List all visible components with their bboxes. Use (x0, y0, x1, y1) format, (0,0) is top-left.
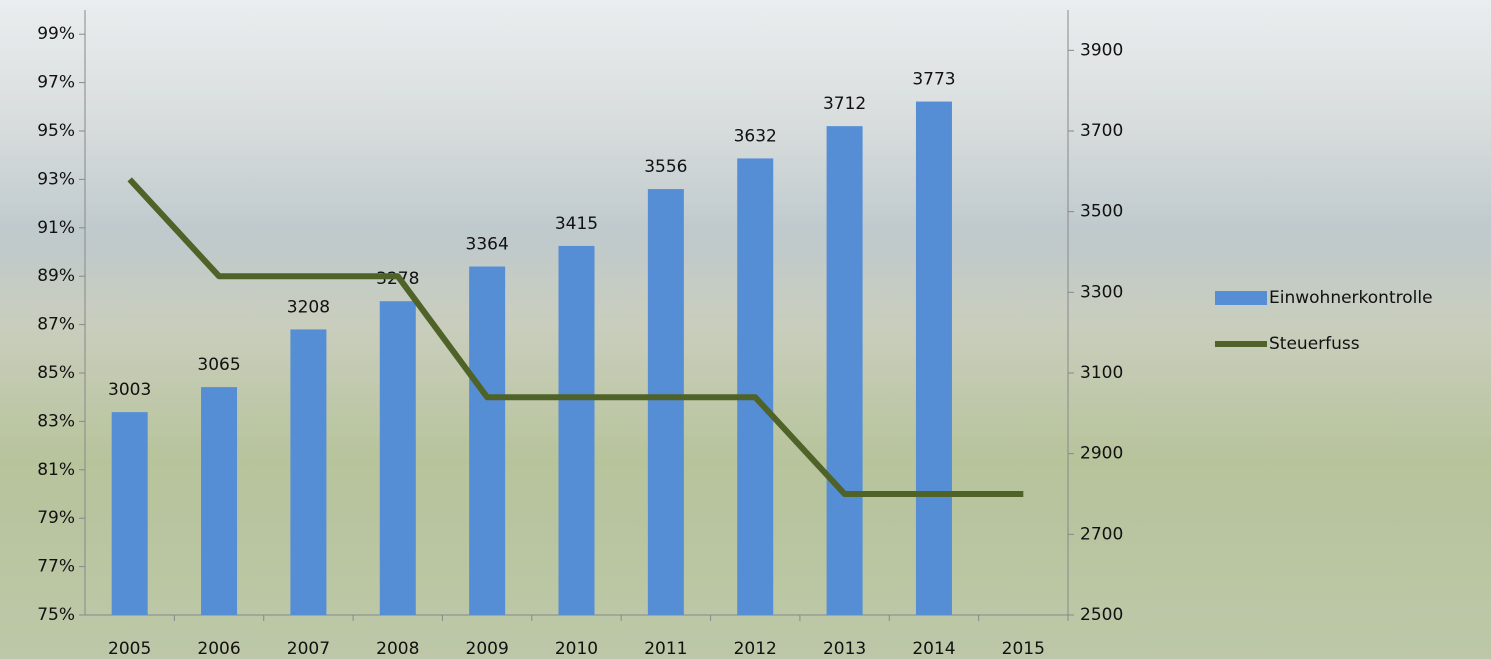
legend-label: Einwohnerkontrolle (1269, 288, 1433, 308)
bar (469, 267, 505, 615)
y2-tick-label: 3300 (1080, 282, 1123, 302)
y-tick-label: 95% (37, 121, 75, 141)
x-tick-label: 2005 (108, 639, 151, 659)
x-tick-label: 2007 (287, 639, 330, 659)
x-tick-label: 2009 (466, 639, 509, 659)
y-tick-label: 87% (37, 315, 75, 335)
bar (290, 329, 326, 615)
bar (737, 158, 773, 615)
bar (827, 126, 863, 615)
x-tick-label: 2011 (644, 639, 687, 659)
x-tick-label: 2008 (376, 639, 419, 659)
y-tick-label: 85% (37, 363, 75, 383)
bar (201, 387, 237, 615)
x-tick-label: 2015 (1002, 639, 1045, 659)
data-label: 3003 (108, 380, 151, 400)
y-tick-label: 97% (37, 73, 75, 93)
legend-label: Steuerfuss (1269, 334, 1360, 354)
y-tick-label: 99% (37, 24, 75, 44)
y-tick-label: 75% (37, 605, 75, 625)
data-label: 3773 (912, 70, 955, 90)
legend-swatch (1215, 291, 1267, 305)
y2-tick-label: 2500 (1080, 605, 1123, 625)
x-tick-label: 2012 (734, 639, 777, 659)
y2-tick-label: 3900 (1080, 40, 1123, 60)
data-label: 3364 (466, 235, 509, 255)
y2-tick-label: 2700 (1080, 524, 1123, 544)
bar (648, 189, 684, 615)
x-tick-label: 2010 (555, 639, 598, 659)
y-tick-label: 79% (37, 508, 75, 528)
bar (916, 102, 952, 615)
y-tick-label: 89% (37, 266, 75, 286)
data-label: 3556 (644, 157, 687, 177)
data-label: 3065 (197, 355, 240, 375)
data-label: 3712 (823, 94, 866, 114)
data-label: 3632 (734, 126, 777, 146)
y2-tick-label: 2900 (1080, 444, 1123, 464)
y-tick-label: 93% (37, 169, 75, 189)
y2-tick-label: 3700 (1080, 121, 1123, 141)
data-label: 3208 (287, 297, 330, 317)
y-tick-label: 77% (37, 557, 75, 577)
x-tick-label: 2013 (823, 639, 866, 659)
x-tick-label: 2014 (912, 639, 955, 659)
y-tick-label: 83% (37, 411, 75, 431)
chart: 75% 77% 79% 81% 83% 85% 87% 89% 91% 93% 95% 97% 99% 2… (0, 0, 1491, 659)
y2-tick-label: 3500 (1080, 202, 1123, 222)
data-label: 3415 (555, 214, 598, 234)
y2-tick-label: 3100 (1080, 363, 1123, 383)
x-tick-label: 2006 (197, 639, 240, 659)
y-tick-label: 81% (37, 460, 75, 480)
bar (559, 246, 595, 615)
bar (380, 301, 416, 615)
y-tick-label: 91% (37, 218, 75, 238)
bar (112, 412, 148, 615)
